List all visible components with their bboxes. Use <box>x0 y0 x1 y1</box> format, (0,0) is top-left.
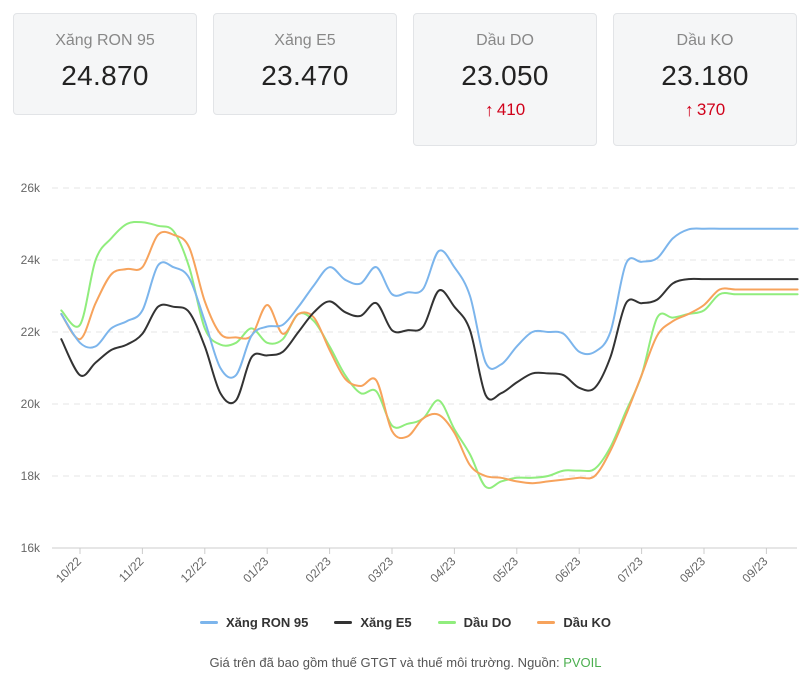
series-line-do[interactable] <box>60 220 799 490</box>
card-label: Dầu DO <box>476 32 534 49</box>
price-change-value: 370 <box>696 100 726 119</box>
price-card-ron95: Xăng RON 95 24.870 <box>13 13 197 115</box>
x-tick-label: 11/22 <box>116 554 147 585</box>
card-label: Xăng E5 <box>274 32 336 49</box>
legend-swatch <box>437 621 456 624</box>
x-tick-label: 06/23 <box>552 554 583 585</box>
legend-item-ko[interactable]: Dầu KO <box>537 615 611 630</box>
legend-item-do[interactable]: Dầu DO <box>437 615 512 630</box>
x-tick-label: 10/22 <box>53 554 84 585</box>
x-tick-label: 03/23 <box>365 554 396 585</box>
price-change-value: 410 <box>496 100 526 119</box>
arrow-up-icon: ↑ <box>684 100 694 120</box>
price-card-ko: Dầu KO 23.180 ↑ 370 <box>613 13 797 146</box>
card-value: 23.180 <box>661 60 749 91</box>
y-tick-label: 18k <box>21 469 41 483</box>
x-tick-label: 02/23 <box>303 554 334 585</box>
card-value: 24.870 <box>61 60 149 91</box>
x-tick-label: 08/23 <box>677 554 708 585</box>
footnote-text: Giá trên đã bao gồm thuế GTGT và thuế mô… <box>209 655 564 670</box>
legend-item-e5[interactable]: Xăng E5 <box>334 615 412 630</box>
price-card-e5: Xăng E5 23.470 <box>213 13 397 115</box>
x-tick-label: 12/22 <box>178 554 209 585</box>
y-tick-label: 22k <box>21 325 41 339</box>
card-value: 23.050 <box>461 60 549 91</box>
series-line-e5[interactable] <box>60 277 799 405</box>
x-tick-label: 05/23 <box>490 554 521 585</box>
x-tick-label: 09/23 <box>739 554 770 585</box>
x-tick-label: 07/23 <box>615 554 646 585</box>
legend-label: Dầu DO <box>463 615 512 630</box>
legend-swatch <box>537 621 556 624</box>
legend-swatch <box>334 621 353 624</box>
y-tick-label: 20k <box>21 397 41 411</box>
legend-label: Xăng E5 <box>360 615 412 630</box>
price-change: ↑ 410 <box>414 100 596 120</box>
x-tick-label: 01/23 <box>240 554 271 585</box>
x-tick-label: 04/23 <box>427 554 458 585</box>
price-change: ↑ 370 <box>614 100 796 120</box>
y-tick-label: 24k <box>21 253 41 267</box>
legend-label: Xăng RON 95 <box>226 615 309 630</box>
price-card-do: Dầu DO 23.050 ↑ 410 <box>413 13 597 146</box>
series-line-ko[interactable] <box>60 230 799 485</box>
card-label: Dầu KO <box>676 32 734 49</box>
arrow-up-icon: ↑ <box>484 100 494 120</box>
legend-label: Dầu KO <box>563 615 611 630</box>
y-tick-label: 16k <box>21 541 41 555</box>
card-value: 23.470 <box>261 60 349 91</box>
price-line-chart: 16k 18k 20k 22k 24k 26k 10/22 11/22 12/22 01/23 02… <box>21 181 799 585</box>
series-line-ron95[interactable] <box>60 227 799 379</box>
chart-legend: Xăng RON 95 Xăng E5 Dầu DO Dầu KO <box>0 615 811 630</box>
footnote: Giá trên đã bao gồm thuế GTGT và thuế mô… <box>0 655 811 670</box>
legend-swatch <box>200 621 218 624</box>
card-label: Xăng RON 95 <box>55 32 155 49</box>
source-link[interactable]: PVOIL <box>563 655 602 670</box>
legend-item-ron95[interactable]: Xăng RON 95 <box>200 615 308 630</box>
y-tick-label: 26k <box>21 181 41 195</box>
